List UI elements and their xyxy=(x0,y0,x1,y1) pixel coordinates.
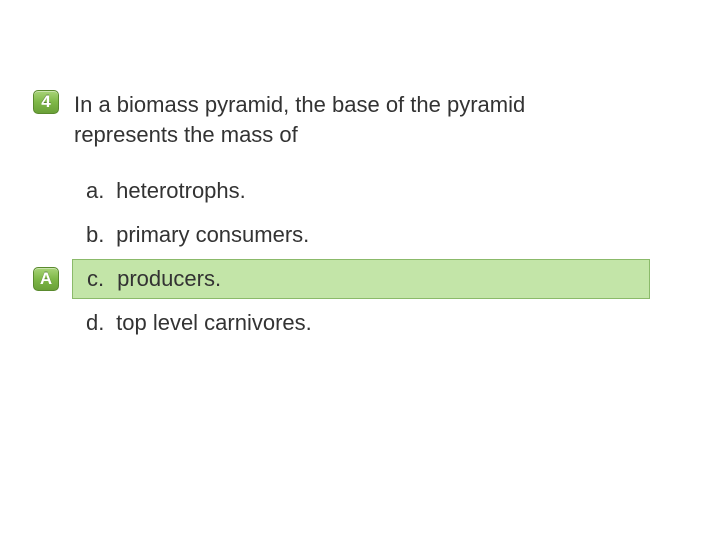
option-badge-col: A xyxy=(30,267,62,291)
option-row: d. top level carnivores. xyxy=(72,303,720,343)
question-number-badge-container: 4 xyxy=(30,90,62,114)
option-letter: c. xyxy=(87,266,111,292)
option-text: producers. xyxy=(117,266,221,291)
option-text: heterotrophs. xyxy=(116,178,246,203)
answer-badge-letter: A xyxy=(40,269,52,289)
option-text: primary consumers. xyxy=(116,222,309,247)
option-row: A c. producers. xyxy=(72,259,720,299)
option-a[interactable]: a. heterotrophs. xyxy=(72,172,650,210)
answer-badge: A xyxy=(33,267,59,291)
option-letter: b. xyxy=(86,222,110,248)
option-d[interactable]: d. top level carnivores. xyxy=(72,304,650,342)
option-row: b. primary consumers. xyxy=(72,215,720,255)
option-row: a. heterotrophs. xyxy=(72,171,720,211)
question-text: In a biomass pyramid, the base of the py… xyxy=(74,90,634,149)
options-list: a. heterotrophs. b. primary consumers. A… xyxy=(72,171,720,343)
question-number-badge: 4 xyxy=(33,90,59,114)
option-c[interactable]: c. producers. xyxy=(72,259,650,299)
question-row: 4 In a biomass pyramid, the base of the … xyxy=(30,90,720,149)
option-b[interactable]: b. primary consumers. xyxy=(72,216,650,254)
option-letter: a. xyxy=(86,178,110,204)
option-letter: d. xyxy=(86,310,110,336)
option-text: top level carnivores. xyxy=(116,310,312,335)
question-number: 4 xyxy=(41,92,50,112)
